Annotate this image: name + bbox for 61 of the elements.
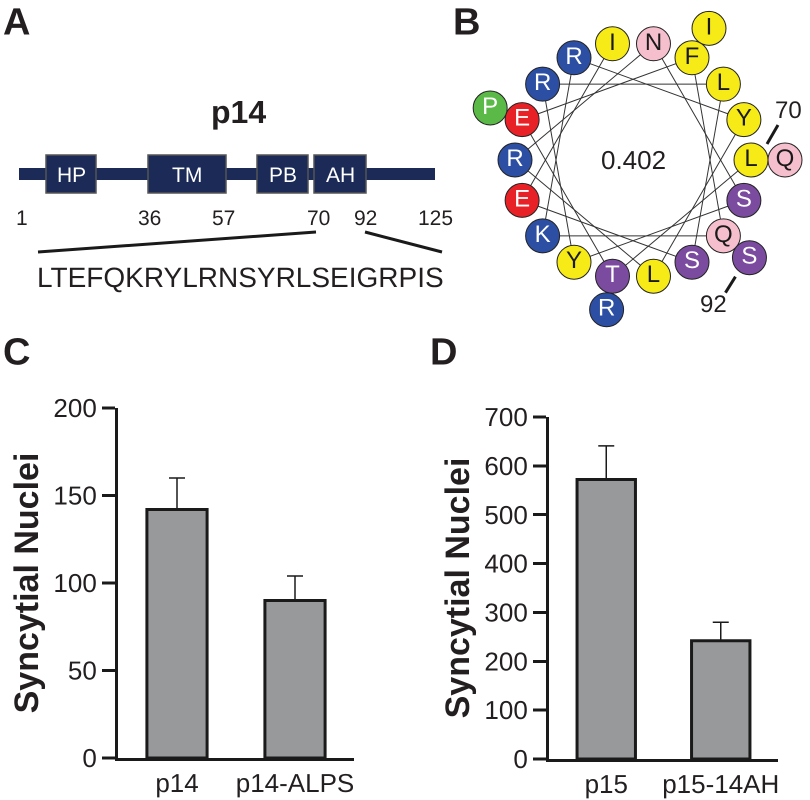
category-label: R	[534, 69, 552, 96]
category-label: R	[506, 145, 524, 172]
y-tick-label: 300	[484, 598, 528, 628]
y-axis-title: Syncytial Nuclei	[8, 452, 46, 714]
y-axis-title: Syncytial Nuclei	[439, 458, 477, 718]
y-tick-label: 0	[82, 743, 97, 774]
category-label: N	[644, 28, 662, 56]
y-tick-label: 700	[484, 402, 528, 432]
category-label: R	[598, 294, 616, 322]
category-label: TM	[172, 164, 202, 187]
category-label: S	[736, 185, 752, 212]
y-tick-label: 0	[513, 744, 528, 774]
category-label: HP	[57, 164, 86, 187]
category-label: L	[716, 69, 730, 96]
y-tick-label: 400	[484, 548, 528, 579]
category-label: E	[514, 104, 530, 132]
category-label: E	[514, 185, 530, 212]
category-label: Q	[714, 220, 733, 248]
category-label: L	[744, 145, 758, 172]
category-label: Q	[776, 145, 794, 172]
text: 70	[775, 97, 802, 124]
category-label: S	[684, 247, 700, 274]
y-tick-label: 150	[53, 480, 97, 511]
category-label: R	[565, 42, 583, 70]
y-tick-label: 100	[53, 568, 97, 598]
x-tick-label: p14	[155, 768, 199, 798]
text: 36	[138, 207, 162, 230]
text: p14	[211, 94, 266, 130]
category-label: S	[741, 242, 758, 270]
text: 125	[418, 207, 454, 230]
y-tick-label: 100	[484, 695, 528, 726]
text: A	[3, 2, 30, 44]
x-tick-label: p14-ALPS	[236, 768, 354, 798]
text: 1	[16, 207, 28, 230]
y-tick-label: 50	[68, 656, 97, 686]
x-tick-label: p15	[584, 769, 628, 800]
category-label: P	[482, 93, 498, 120]
text: 57	[212, 207, 236, 230]
x-tick-label: p15-14AH	[662, 769, 780, 800]
y-tick-label: 600	[484, 450, 528, 481]
category-label: AH	[326, 164, 356, 187]
text: LTEFQKRYLRNSYRLSEIGRPIS	[37, 262, 444, 293]
chart-title: D	[430, 332, 458, 374]
text: 70	[307, 207, 330, 230]
category-label: Y	[566, 247, 582, 274]
category-label: F	[684, 42, 700, 70]
text: 0.402	[601, 145, 666, 175]
category-label: K	[534, 220, 551, 248]
text: 92	[700, 291, 727, 318]
category-label: I	[706, 13, 712, 40]
category-label: I	[609, 28, 616, 56]
category-label: L	[646, 261, 660, 288]
y-tick-label: 200	[484, 646, 528, 676]
category-label: Y	[736, 104, 752, 132]
category-label: PB	[269, 164, 298, 187]
category-label: T	[605, 261, 620, 288]
y-tick-label: 500	[484, 500, 528, 530]
chart-title: C	[3, 332, 30, 374]
text: 92	[354, 207, 378, 230]
y-tick-label: 200	[53, 393, 97, 424]
text: B	[453, 2, 480, 44]
